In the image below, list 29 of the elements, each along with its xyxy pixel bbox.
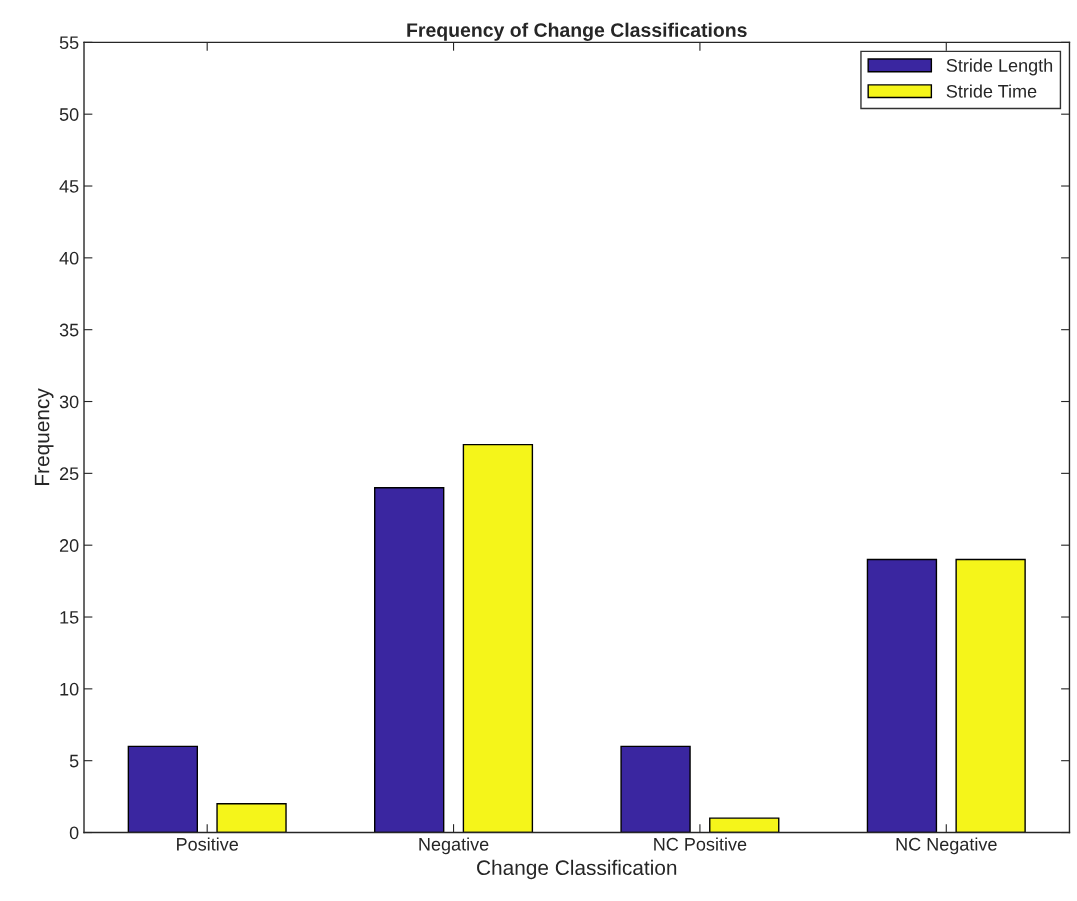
y-tick-label: 5	[69, 754, 79, 768]
y-tick-label: 45	[59, 180, 79, 193]
y-axis-title: Frequency	[34, 388, 54, 485]
y-tick-label: 0	[69, 826, 79, 840]
legend-label: Stride Time	[946, 84, 1037, 98]
bar	[709, 817, 780, 833]
y-tick-label: 25	[59, 467, 79, 481]
y-tick-label: 10	[60, 682, 79, 696]
x-tick-label: Positive	[177, 837, 238, 851]
bar	[955, 558, 1026, 833]
y-tick-label: 30	[59, 395, 79, 409]
y-tick-label: 50	[59, 108, 79, 121]
y-tick-label: 15	[60, 611, 79, 624]
y-tick-label: 35	[59, 323, 79, 337]
legend-label: Stride Length	[946, 58, 1053, 76]
y-tick-label: 40	[59, 251, 79, 265]
bar	[127, 745, 199, 833]
bar	[374, 487, 445, 833]
bar	[462, 443, 534, 833]
bar	[216, 803, 287, 833]
x-tick-label: NC Negative	[896, 837, 997, 855]
y-tick-label: 20	[59, 539, 79, 552]
x-axis-title: Change Classification	[477, 859, 677, 880]
x-tick-label: NC Positive	[654, 837, 747, 851]
chart-title: Frequency of Change Classifications	[407, 22, 747, 41]
bar	[620, 745, 691, 833]
bar	[866, 558, 938, 833]
x-tick-label: Negative	[419, 837, 489, 855]
y-tick-label: 55	[59, 36, 79, 50]
